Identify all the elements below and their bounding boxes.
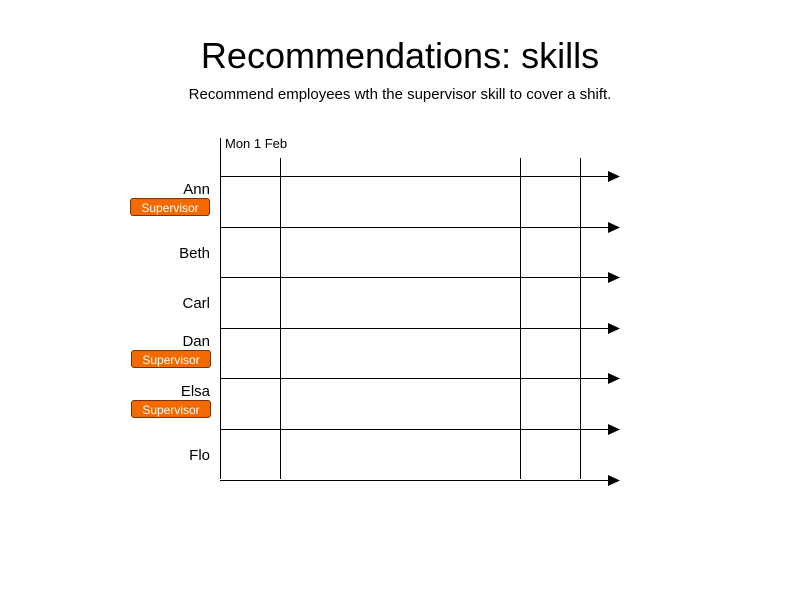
employee-name: Beth (179, 244, 210, 262)
employee-name: Dan (182, 332, 210, 350)
skill-badge-supervisor[interactable]: Supervisor (131, 349, 211, 368)
employee-name: Flo (189, 447, 210, 464)
employee-name: Ann (183, 181, 210, 198)
arrowhead-icon (608, 272, 620, 283)
arrowhead-icon (608, 171, 620, 182)
employee-name: Elsa (180, 383, 210, 401)
arrowhead-icon (608, 222, 620, 233)
skill-badge-supervisor[interactable]: Supervisor (131, 400, 211, 419)
skill-badge-supervisor[interactable]: Supervisor (130, 198, 210, 216)
arrowhead-icon (608, 475, 620, 486)
arrowhead-icon (608, 373, 620, 384)
employee-name: Carl (182, 295, 210, 313)
page-subtitle: Recommend employees wth the supervisor s… (188, 86, 612, 103)
timeline-start-label: Mon 1 Feb (225, 136, 288, 151)
arrowhead-icon (608, 323, 620, 334)
row-lines (220, 171, 620, 486)
arrowhead-icon (608, 424, 620, 435)
page-title: Recommendations: skills (200, 35, 600, 76)
